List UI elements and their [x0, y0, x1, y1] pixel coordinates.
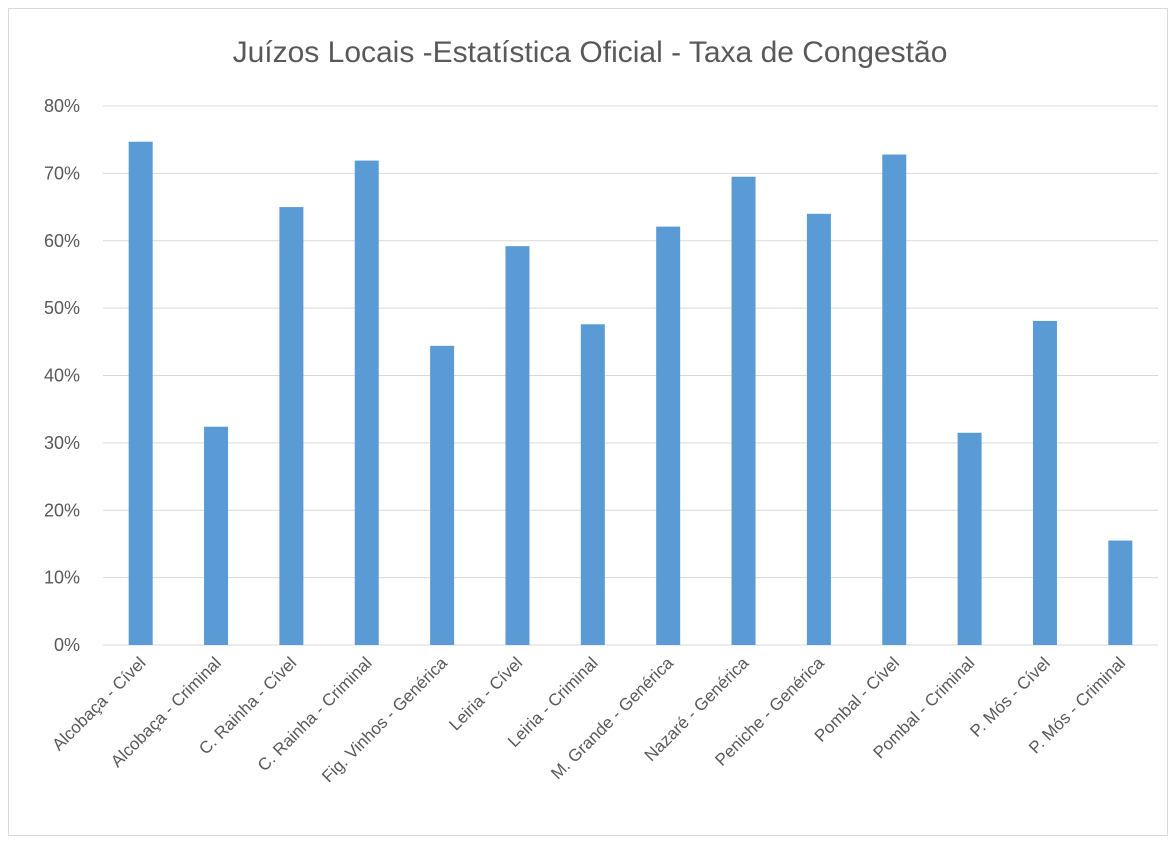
bar — [1032, 320, 1057, 645]
chart-title: Juízos Locais -Estatística Oficial - Tax… — [233, 36, 948, 69]
bar — [204, 426, 229, 645]
bar — [957, 432, 982, 645]
x-tick-label: Leiria - Cível — [445, 653, 526, 734]
x-tick-label: M. Grande - Genérica — [547, 653, 677, 783]
bar — [128, 141, 153, 646]
y-tick-label: 70% — [44, 163, 80, 183]
bar — [1108, 540, 1133, 645]
y-tick-label: 40% — [44, 366, 80, 386]
y-tick-label: 80% — [44, 96, 80, 116]
bar — [656, 226, 681, 645]
x-tick-label: Fig. Vinhos - Genérica — [318, 653, 451, 786]
y-tick-label: 50% — [44, 298, 80, 318]
bar — [882, 154, 907, 645]
bars — [128, 141, 1133, 646]
y-tick-label: 10% — [44, 568, 80, 588]
bar — [806, 213, 831, 646]
y-axis: 0% 10% 20% 30% 40% 50% 60% 70% 80% — [44, 96, 80, 655]
y-tick-label: 0% — [54, 635, 80, 655]
y-tick-label: 20% — [44, 500, 80, 520]
y-tick-label: 60% — [44, 231, 80, 251]
bar — [731, 176, 756, 645]
bar — [430, 345, 455, 645]
bar — [279, 207, 304, 645]
y-tick-label: 30% — [44, 433, 80, 453]
bar — [505, 246, 530, 645]
bar — [580, 324, 605, 645]
gridlines — [103, 105, 1158, 646]
bar — [354, 160, 379, 646]
